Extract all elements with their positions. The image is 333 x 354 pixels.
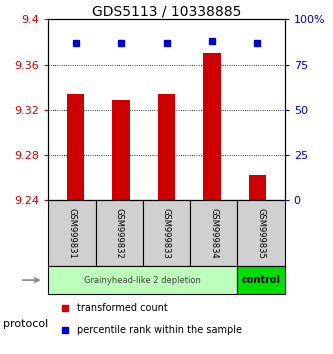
- Title: GDS5113 / 10338885: GDS5113 / 10338885: [92, 4, 241, 18]
- Bar: [249, 176, 266, 200]
- Bar: [237, 266, 285, 294]
- Text: control: control: [241, 275, 281, 285]
- Text: GSM999832: GSM999832: [115, 208, 124, 258]
- Text: percentile rank within the sample: percentile rank within the sample: [77, 325, 242, 335]
- Text: transformed count: transformed count: [77, 303, 167, 313]
- Bar: [113, 100, 130, 200]
- Bar: [67, 94, 84, 200]
- Bar: [143, 200, 190, 266]
- Text: GSM999834: GSM999834: [209, 208, 218, 258]
- Bar: [48, 200, 96, 266]
- Text: GSM999833: GSM999833: [162, 208, 171, 259]
- Bar: [237, 200, 285, 266]
- Bar: [203, 53, 220, 200]
- Bar: [96, 200, 143, 266]
- Bar: [190, 200, 237, 266]
- Text: Grainyhead-like 2 depletion: Grainyhead-like 2 depletion: [85, 275, 201, 285]
- Text: GSM999835: GSM999835: [256, 208, 266, 258]
- Text: GSM999831: GSM999831: [67, 208, 77, 258]
- Bar: [158, 94, 175, 200]
- Text: protocol: protocol: [3, 319, 49, 329]
- Bar: [48, 266, 237, 294]
